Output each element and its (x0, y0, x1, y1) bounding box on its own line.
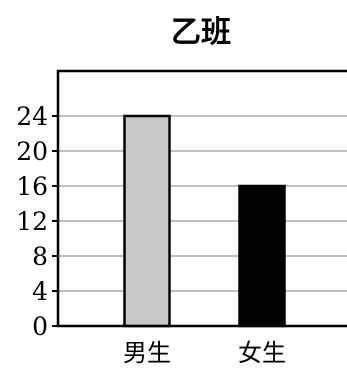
x-axis-ticks: 男生 女生 (123, 339, 286, 367)
chart-title: 乙班 (171, 15, 231, 50)
y-tick-label: 4 (32, 277, 48, 306)
y-tick-label: 24 (16, 102, 48, 131)
y-tick-label: 16 (16, 172, 48, 201)
gridlines (58, 115, 347, 292)
plot-frame (56, 69, 347, 328)
x-tick-label: 男生 (123, 339, 171, 367)
y-tick-label: 8 (32, 242, 48, 271)
bars (123, 114, 286, 328)
y-tick-label: 0 (32, 312, 48, 341)
x-tick-label: 女生 (238, 339, 286, 367)
bar-0 (123, 114, 171, 328)
y-axis-ticks: 0 4 8 12 16 20 24 (16, 102, 58, 341)
y-tick-label: 20 (16, 137, 48, 166)
bar-1 (238, 184, 286, 328)
y-tick-label: 12 (16, 207, 48, 236)
